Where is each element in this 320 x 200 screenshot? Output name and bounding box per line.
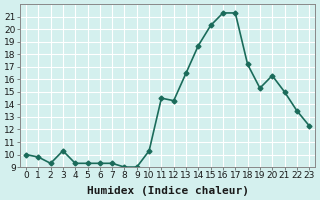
X-axis label: Humidex (Indice chaleur): Humidex (Indice chaleur) xyxy=(87,186,249,196)
